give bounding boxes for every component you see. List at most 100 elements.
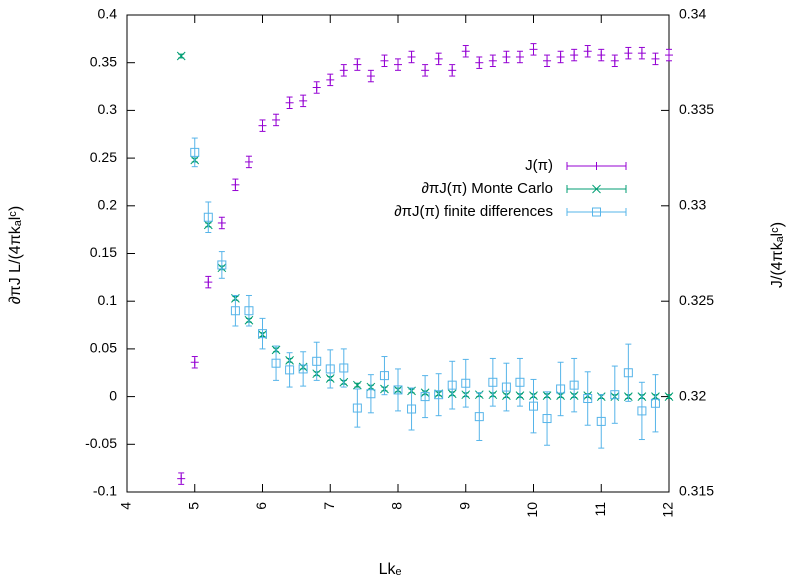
data-point [244, 155, 253, 169]
legend-marker [592, 184, 601, 194]
x-tick-label: 10 [524, 502, 540, 518]
data-point [217, 216, 226, 230]
data-marker [298, 364, 308, 374]
data-point [271, 345, 281, 381]
data-point [420, 375, 430, 419]
data-point [380, 54, 389, 68]
data-point [176, 51, 186, 61]
data-point [299, 94, 308, 108]
y-right-tick-label: 0.34 [679, 6, 706, 22]
data-point [502, 50, 511, 64]
data-point [610, 365, 620, 424]
x-tick-label: 11 [592, 502, 608, 517]
data-point [379, 356, 389, 396]
y-right-tick-label: 0.32 [679, 387, 706, 403]
data-point [637, 381, 647, 441]
data-marker [203, 212, 213, 222]
legend-label: ∂πJ(π) Monte Carlo [422, 180, 553, 197]
y-left-tick-label: 0.2 [98, 197, 118, 213]
data-marker [393, 385, 403, 395]
data-marker [461, 378, 471, 388]
data-marker [325, 364, 335, 374]
data-marker [366, 389, 376, 399]
data-point [596, 394, 606, 449]
x-tick-label: 9 [456, 502, 472, 510]
data-point [230, 294, 240, 327]
data-marker [312, 356, 322, 366]
y-left-tick-label: 0.25 [90, 149, 117, 165]
data-point [231, 178, 240, 192]
y-right-tick-label: 0.335 [679, 101, 714, 117]
legend-label: ∂πJ(π) finite differences [394, 203, 553, 220]
data-marker [501, 382, 511, 392]
data-point [488, 54, 497, 68]
axis-ticks: 4 5 6 7 8 9 10 11 12 -0.1 -0.05 0 0.05 0.1 0.15 0.2 0.25… [85, 6, 714, 518]
data-marker [542, 414, 552, 424]
data-point [326, 73, 335, 87]
data-point [366, 69, 375, 83]
data-point [312, 341, 322, 381]
data-marker [244, 306, 254, 316]
data-marker [407, 404, 417, 414]
x-tick-label: 5 [185, 502, 201, 510]
data-point [285, 96, 294, 109]
y-left-tick-label: 0 [109, 387, 117, 403]
data-point [570, 48, 579, 62]
data-marker [230, 306, 240, 316]
y-left-tick-label: -0.1 [93, 483, 117, 499]
data-point [664, 392, 674, 401]
data-point [515, 357, 525, 407]
legend-label: J(π) [525, 157, 553, 174]
data-marker [379, 371, 389, 381]
data-point [651, 52, 660, 66]
data-marker [190, 147, 200, 157]
data-point [407, 387, 417, 431]
x-tick-label: 8 [389, 502, 405, 510]
data-point [258, 317, 267, 350]
x-axis-label: Lkₑ [379, 561, 402, 578]
data-point [203, 201, 213, 234]
series-2 [190, 137, 660, 449]
data-point [665, 48, 673, 62]
data-marker [623, 368, 633, 378]
data-marker [529, 401, 538, 411]
data-point [488, 357, 498, 407]
data-marker [285, 365, 295, 375]
data-marker [352, 403, 362, 413]
data-point [190, 137, 200, 168]
data-marker [217, 260, 227, 270]
x-tick-label: 7 [321, 502, 337, 510]
data-point [475, 56, 484, 69]
data-point [583, 45, 592, 58]
data-marker [447, 380, 457, 390]
data-point [325, 349, 335, 389]
data-marker [650, 398, 660, 408]
data-marker [569, 380, 579, 390]
y-right-tick-label: 0.315 [679, 483, 714, 499]
data-point [285, 352, 295, 388]
y-left-tick-label: 0.15 [90, 244, 117, 260]
data-point [339, 348, 349, 388]
data-point [204, 275, 213, 289]
data-marker [258, 329, 267, 339]
x-tick-label: 6 [253, 502, 269, 510]
data-point [312, 81, 321, 94]
y-left-tick-label: 0.4 [98, 6, 118, 22]
data-point [474, 392, 484, 441]
data-point [529, 43, 538, 56]
data-point [353, 58, 362, 71]
data-point [352, 380, 362, 390]
data-point [556, 50, 565, 64]
series-1 [176, 51, 674, 401]
data-marker [488, 377, 498, 387]
y-left-tick-label: 0.35 [90, 53, 117, 69]
data-point [421, 64, 430, 77]
data-point [394, 58, 402, 71]
y-right-tick-label: 0.33 [679, 197, 706, 213]
data-point [556, 361, 566, 417]
data-point [448, 64, 457, 77]
data-point [447, 360, 457, 410]
data-point [258, 119, 267, 132]
y-axis-label-left: ∂πJ L/(4πkₐlᶜ) [7, 206, 24, 305]
